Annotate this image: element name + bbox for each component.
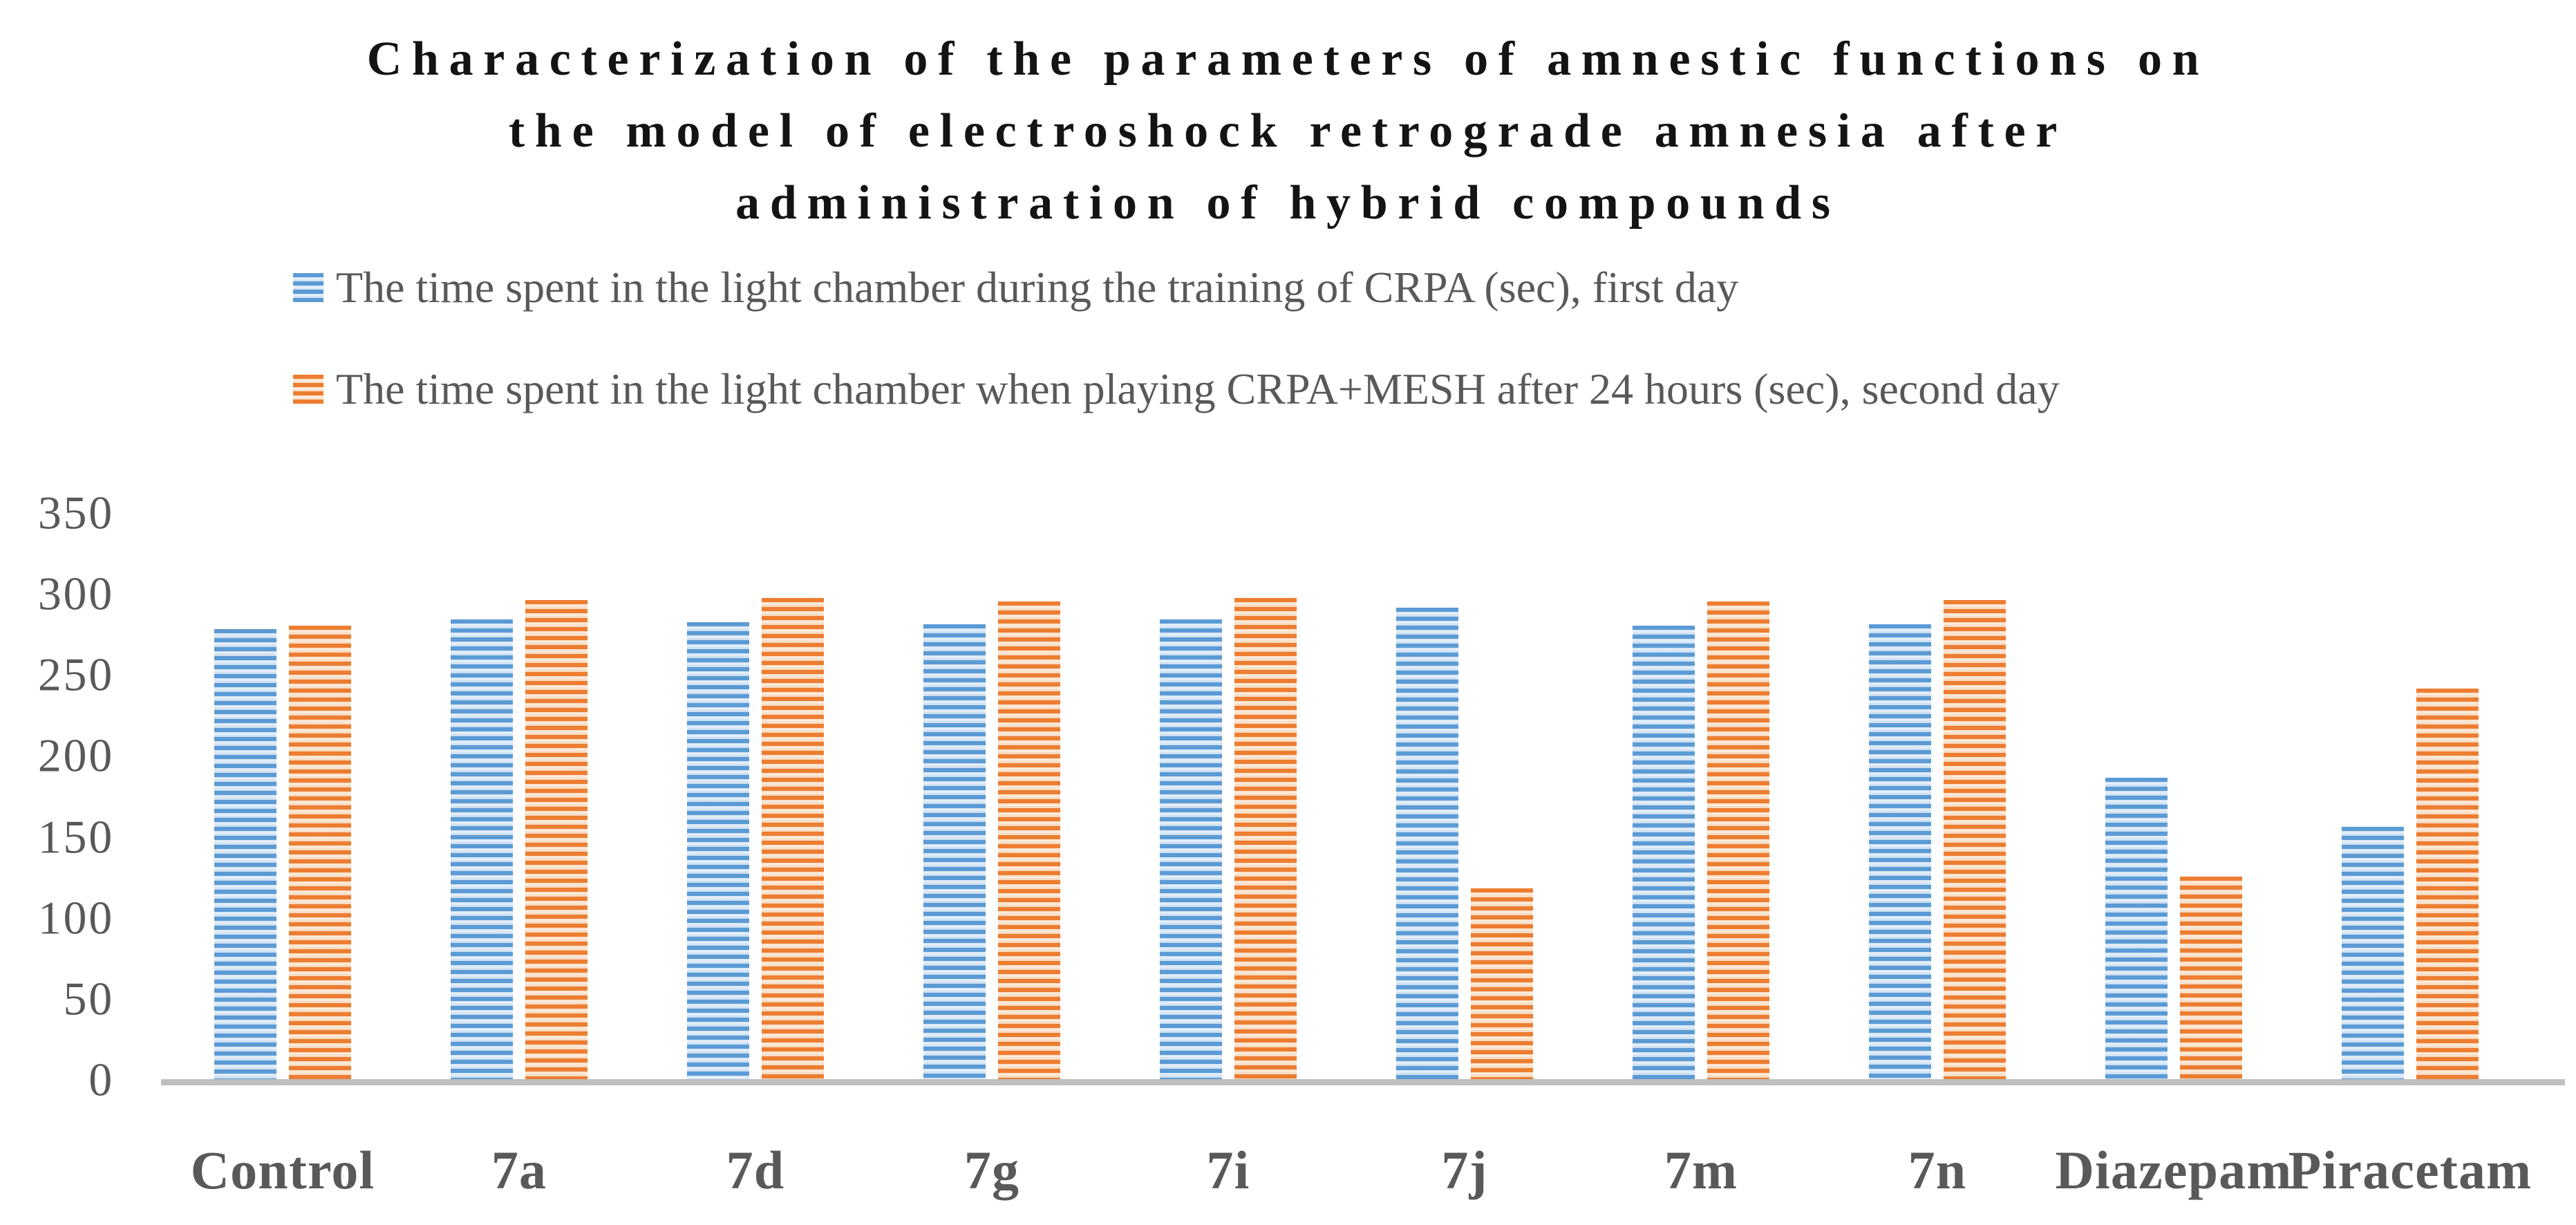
x-axis-category-label-piracetam: Piracetam [2288, 1140, 2532, 1200]
bar-control-second-day [289, 626, 351, 1079]
chart-title: Characterization of the parameters of am… [0, 24, 2576, 239]
x-axis-line [161, 1079, 2565, 1085]
y-axis-tick-label-250: 250 [37, 648, 114, 701]
chart-title-line-2: the model of electroshock retrograde amn… [508, 104, 2068, 158]
bar-7n-first-day [1869, 624, 1931, 1079]
y-axis-tick-label-200: 200 [37, 729, 114, 782]
bar-7g-second-day [998, 601, 1060, 1079]
bar-7j-first-day [1396, 608, 1458, 1079]
y-axis-tick-label-300: 300 [37, 567, 114, 620]
bar-7a-second-day [525, 600, 587, 1079]
legend-item-second-day: The time spent in the light chamber when… [293, 364, 2060, 413]
bar-piracetam-first-day [2342, 827, 2404, 1079]
bar-7m-second-day [1707, 601, 1769, 1079]
bar-7i-second-day [1234, 598, 1297, 1079]
legend-swatch-first-day-icon [293, 273, 323, 302]
chart-title-line-1: Characterization of the parameters of am… [366, 32, 2210, 86]
y-axis-tick-label-0: 0 [88, 1053, 114, 1106]
legend-item-first-day: The time spent in the light chamber duri… [293, 263, 2060, 312]
x-axis-category-label-diazepam: Diazepam [2055, 1140, 2293, 1200]
chart-legend: The time spent in the light chamber duri… [293, 263, 2060, 468]
bar-piracetam-second-day [2416, 689, 2479, 1079]
x-axis-category-label-7m: 7m [1664, 1140, 1738, 1200]
y-axis-tick-label-150: 150 [37, 810, 114, 863]
bar-7g-first-day [923, 624, 986, 1079]
bar-7i-first-day [1160, 619, 1222, 1079]
x-axis-category-label-7a: 7a [491, 1140, 547, 1200]
x-axis-category-label-control: Control [190, 1140, 375, 1200]
legend-label-first-day: The time spent in the light chamber duri… [336, 263, 1739, 312]
chart-title-line-3: administration of hybrid compounds [735, 176, 1841, 230]
bar-7d-first-day [687, 622, 749, 1079]
y-axis-tick-label-50: 50 [63, 972, 114, 1025]
bar-7n-second-day [1944, 600, 2006, 1079]
x-axis-category-label-7n: 7n [1908, 1140, 1967, 1200]
y-axis-tick-label-350: 350 [37, 486, 114, 539]
bar-diazepam-first-day [2105, 778, 2168, 1079]
y-axis-tick-label-100: 100 [37, 891, 114, 944]
x-axis-category-label-7i: 7i [1206, 1140, 1250, 1200]
bar-7a-first-day [451, 619, 513, 1079]
bar-diazepam-second-day [2180, 877, 2242, 1079]
legend-label-second-day: The time spent in the light chamber when… [336, 364, 2060, 413]
bar-7d-second-day [762, 598, 824, 1079]
x-axis-category-label-7g: 7g [963, 1140, 1020, 1200]
bar-control-first-day [214, 629, 276, 1079]
legend-swatch-second-day-icon [293, 375, 323, 404]
x-axis-category-label-7d: 7d [726, 1140, 785, 1200]
x-axis-category-label-7j: 7j [1441, 1140, 1488, 1200]
bar-7j-second-day [1471, 888, 1533, 1079]
bar-7m-first-day [1633, 626, 1695, 1079]
